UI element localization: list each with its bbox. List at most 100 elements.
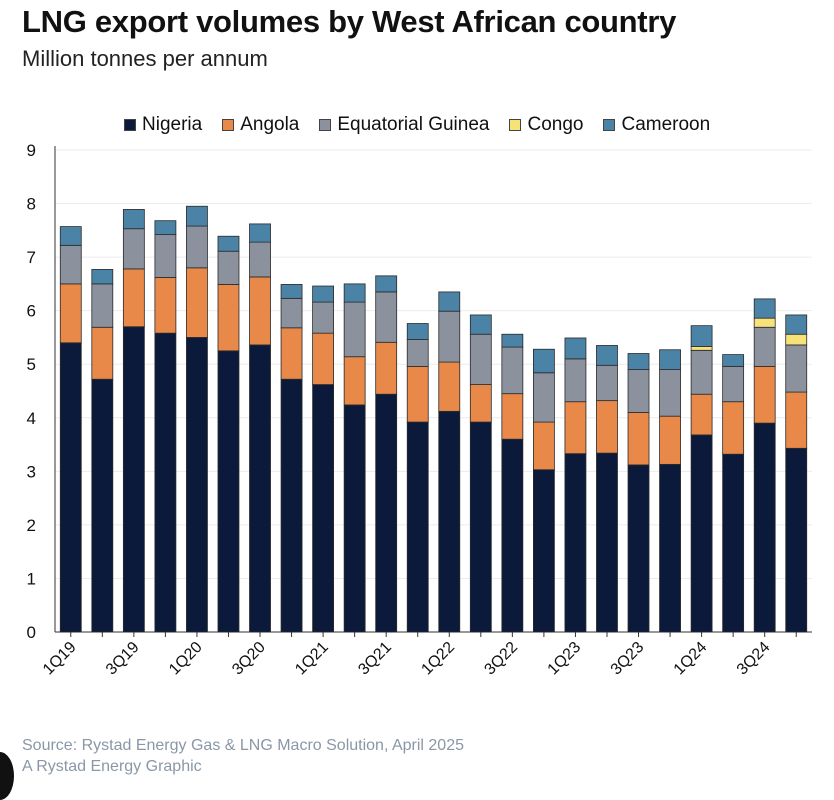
bar-angola-2Q22 <box>469 384 492 423</box>
x-tick-label: 1Q22 <box>418 639 458 679</box>
bar-equatorial-guinea-1Q20 <box>186 225 208 269</box>
bar-cameroon-2Q19 <box>91 269 114 285</box>
bar-equatorial-guinea-3Q24 <box>753 326 776 367</box>
y-tick-label: 1 <box>27 569 36 588</box>
bar-nigeria-3Q21 <box>375 393 398 633</box>
chart-subtitle: Million tonnes per annum <box>22 46 268 71</box>
y-tick-label: 3 <box>27 462 36 481</box>
bar-equatorial-guinea-2Q21 <box>343 301 366 358</box>
bar-equatorial-guinea-2Q23 <box>596 364 618 402</box>
bar-equatorial-guinea-2Q24 <box>722 365 745 403</box>
bar-nigeria-4Q22 <box>532 469 555 633</box>
bar-cameroon-2Q22 <box>469 314 492 335</box>
bar-nigeria-1Q23 <box>564 453 587 633</box>
bar-nigeria-3Q19 <box>122 326 145 633</box>
bar-angola-2Q19 <box>91 326 114 380</box>
bar-cameroon-1Q19 <box>59 226 82 246</box>
bar-angola-1Q20 <box>186 267 208 338</box>
bar-equatorial-guinea-3Q20 <box>249 241 271 278</box>
bar-cameroon-3Q22 <box>501 333 524 348</box>
bar-angola-2Q24 <box>722 401 745 455</box>
legend-swatch <box>124 119 136 131</box>
bar-angola-3Q22 <box>501 393 524 440</box>
bar-angola-3Q20 <box>249 276 271 346</box>
bar-nigeria-2Q24 <box>722 453 745 633</box>
bar-nigeria-1Q22 <box>438 410 461 633</box>
bar-nigeria-2Q19 <box>91 378 114 633</box>
corner-badge <box>0 752 14 800</box>
bar-nigeria-2Q22 <box>469 421 492 633</box>
bar-equatorial-guinea-1Q23 <box>564 358 587 403</box>
source-note: Source: Rystad Energy Gas & LNG Macro So… <box>22 737 464 754</box>
legend-swatch <box>603 119 616 131</box>
bar-angola-3Q21 <box>375 341 398 395</box>
bar-equatorial-guinea-1Q19 <box>59 244 82 285</box>
bar-nigeria-1Q19 <box>59 342 82 633</box>
legend-swatch <box>319 119 332 131</box>
legend-item-congo: Congo <box>509 114 583 136</box>
x-tick-label: 3Q19 <box>103 639 143 679</box>
bar-equatorial-guinea-4Q22 <box>532 372 555 423</box>
legend-label: Congo <box>527 114 584 135</box>
bar-cameroon-4Q21 <box>406 323 429 340</box>
bar-angola-3Q24 <box>753 365 776 424</box>
bar-cameroon-2Q24 <box>722 354 745 367</box>
bar-angola-2Q23 <box>596 400 618 454</box>
bar-cameroon-1Q22 <box>438 291 461 312</box>
x-tick-label: 1Q21 <box>292 639 332 679</box>
bar-congo-1Q24 <box>690 346 713 351</box>
chart-footer: Source: Rystad Energy Gas & LNG Macro So… <box>22 735 464 777</box>
bar-equatorial-guinea-3Q22 <box>501 346 524 395</box>
bar-cameroon-4Q22 <box>532 348 555 374</box>
bar-nigeria-3Q22 <box>501 438 524 633</box>
bar-angola-1Q19 <box>59 283 82 344</box>
bar-nigeria-1Q24 <box>690 434 713 633</box>
bar-equatorial-guinea-3Q21 <box>375 291 398 343</box>
bar-angola-2Q21 <box>343 356 366 406</box>
bar-nigeria-1Q21 <box>312 384 335 633</box>
bar-cameroon-4Q20 <box>280 284 303 299</box>
bar-angola-1Q22 <box>438 361 461 412</box>
bar-nigeria-4Q20 <box>280 378 303 633</box>
y-tick-label: 7 <box>27 248 36 267</box>
bar-equatorial-guinea-2Q19 <box>91 283 114 328</box>
bar-nigeria-1Q20 <box>186 337 208 633</box>
bar-angola-1Q21 <box>312 332 335 385</box>
legend-item-angola: Angola <box>222 114 299 136</box>
bar-cameroon-3Q20 <box>249 223 271 243</box>
bar-congo-3Q24 <box>753 317 776 328</box>
bar-nigeria-2Q23 <box>596 452 618 633</box>
bar-nigeria-2Q21 <box>343 404 366 633</box>
bar-nigeria-4Q19 <box>154 332 177 633</box>
bar-equatorial-guinea-1Q22 <box>438 310 461 363</box>
legend-swatch <box>222 119 235 131</box>
bar-angola-4Q23 <box>659 415 681 465</box>
x-tick-label: 1Q24 <box>671 639 711 679</box>
bar-cameroon-4Q19 <box>154 220 177 236</box>
y-tick-label: 0 <box>27 623 36 642</box>
y-tick-label: 6 <box>27 302 36 321</box>
bar-equatorial-guinea-3Q19 <box>122 228 145 270</box>
bar-equatorial-guinea-4Q24 <box>785 344 808 393</box>
bar-equatorial-guinea-4Q21 <box>406 339 429 367</box>
x-tick-label: 3Q21 <box>355 639 395 679</box>
legend-item-equatorial-guinea: Equatorial Guinea <box>319 114 489 136</box>
bar-nigeria-3Q20 <box>249 344 271 633</box>
bar-cameroon-4Q23 <box>659 349 681 370</box>
bar-angola-4Q22 <box>532 421 555 471</box>
bar-equatorial-guinea-2Q20 <box>217 250 240 285</box>
bar-equatorial-guinea-4Q19 <box>154 234 177 278</box>
y-tick-label: 2 <box>27 516 36 535</box>
bar-cameroon-2Q23 <box>596 345 618 366</box>
bar-cameroon-1Q20 <box>186 205 208 227</box>
bar-cameroon-1Q24 <box>690 325 713 347</box>
bar-cameroon-4Q24 <box>785 314 808 335</box>
bar-nigeria-3Q23 <box>627 464 650 633</box>
bar-nigeria-3Q24 <box>753 422 776 633</box>
bar-equatorial-guinea-4Q23 <box>659 369 681 417</box>
x-tick-label: 1Q20 <box>166 639 206 679</box>
bar-congo-4Q24 <box>785 333 808 346</box>
bar-cameroon-3Q19 <box>122 209 145 230</box>
bar-nigeria-4Q21 <box>406 421 429 633</box>
x-tick-label: 1Q23 <box>545 639 585 679</box>
